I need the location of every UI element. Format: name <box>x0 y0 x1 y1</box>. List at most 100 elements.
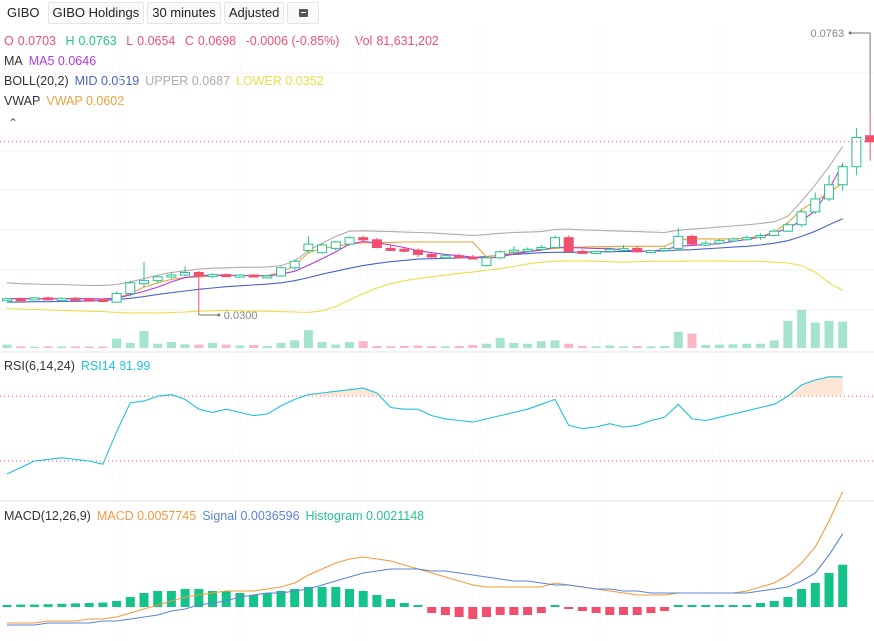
boll-mid-value: MID 0.0519 <box>74 74 140 88</box>
candle-body <box>2 298 12 302</box>
ohlc-legend: O 0.0703 H 0.0763 L 0.0654 C 0.0698 -0.0006 … <box>4 34 445 48</box>
histogram-bar <box>523 607 533 615</box>
signal-value: Signal 0.0036596 <box>202 509 300 523</box>
candle-body <box>84 298 95 302</box>
candle-body <box>755 235 766 239</box>
histogram-bar <box>468 607 478 619</box>
volume-bar <box>591 346 601 348</box>
candle-body <box>687 235 697 245</box>
histogram-bar <box>71 603 80 607</box>
low-label: L <box>126 34 134 48</box>
candle-body <box>536 247 547 251</box>
volume-bar <box>372 345 382 348</box>
high-marker-dot <box>848 31 852 35</box>
candle-body <box>56 297 67 301</box>
histogram-bar <box>495 607 505 615</box>
volume-bar <box>29 346 39 348</box>
candle-body <box>851 136 862 168</box>
ma5-value: MA5 0.0646 <box>28 54 97 68</box>
vwap-line <box>7 182 844 300</box>
volume-bar <box>221 344 231 348</box>
histogram-bar <box>84 603 94 607</box>
rsi-name: RSI(6,14,24) <box>4 359 75 373</box>
rsi14-line <box>6 376 843 475</box>
signal-line <box>7 533 844 626</box>
volume-bar <box>701 344 711 348</box>
volume-bar <box>84 346 94 348</box>
candle-body <box>399 248 410 252</box>
candle-body <box>330 241 341 249</box>
interval-selector[interactable]: 30 minutes <box>147 2 221 24</box>
volume-bar <box>728 344 738 348</box>
histogram-bar <box>139 593 149 607</box>
adjustment-selector[interactable]: Adjusted <box>223 2 285 24</box>
volume-bar <box>550 340 560 348</box>
ma5-line <box>7 163 844 300</box>
histogram-bar <box>440 607 450 615</box>
volume-bar <box>180 344 190 348</box>
candle-body <box>810 198 821 213</box>
volume-bar <box>235 345 245 348</box>
candle-body <box>632 247 643 253</box>
histogram-bar <box>454 607 464 617</box>
candle-body <box>782 224 793 232</box>
symbol-label[interactable]: GIBO <box>7 5 40 20</box>
volume-bar <box>194 344 204 348</box>
candle-body <box>371 239 382 249</box>
histogram-bar <box>262 593 272 607</box>
vwap-legend: VWAP VWAP 0.0602 <box>4 94 130 108</box>
candle-body <box>824 184 834 200</box>
close-value: 0.0698 <box>197 34 237 48</box>
histogram-bar <box>276 591 286 607</box>
volume-bar <box>2 344 12 348</box>
histogram-bar <box>2 605 12 607</box>
candle-body <box>317 244 328 254</box>
histogram-bar <box>180 589 190 607</box>
histogram-bar <box>303 587 313 607</box>
candle-body <box>207 274 218 278</box>
candle-body <box>29 297 40 301</box>
volume-bar <box>71 346 80 348</box>
volume-bar <box>290 340 300 348</box>
table-menu-icon[interactable] <box>287 2 320 24</box>
chart-toolbar: GIBO GIBO Holdings 30 minutes Adjusted <box>2 2 320 24</box>
volume-bar <box>98 346 108 348</box>
rsi-overbought-fill <box>363 388 377 397</box>
candle-body <box>193 271 204 277</box>
vwap-name: VWAP <box>4 94 41 108</box>
collapse-legend-icon[interactable]: ⌃ <box>8 116 19 130</box>
histogram-bar <box>57 603 67 607</box>
volume-bar <box>317 342 327 348</box>
histogram-bar <box>619 607 628 615</box>
candle-body <box>413 249 423 255</box>
candle-body <box>467 256 478 260</box>
histogram-bar <box>331 587 341 607</box>
candle-body <box>796 211 807 226</box>
volume-bar <box>536 341 546 348</box>
close-label: C <box>184 34 194 48</box>
ma-legend: MA MA5 0.0646 <box>4 54 102 68</box>
high-label: H <box>65 34 75 48</box>
macd-value: MACD 0.0057745 <box>96 509 197 523</box>
candle-body <box>70 297 81 301</box>
candle-body <box>673 235 684 249</box>
volume-value: 81,631,202 <box>376 34 439 48</box>
volume-bar <box>427 345 437 348</box>
histogram-bar <box>550 605 560 607</box>
candle-body <box>714 240 725 244</box>
candle-body <box>865 135 874 143</box>
candle-body <box>550 237 560 249</box>
candle-body <box>43 297 54 301</box>
histogram-bar <box>166 591 176 607</box>
histogram-bar <box>646 607 656 613</box>
histogram-bar <box>783 597 793 607</box>
volume-bar <box>125 342 135 348</box>
histogram-bar <box>98 602 108 607</box>
candle-body <box>262 275 273 279</box>
histogram-bar <box>660 607 670 611</box>
company-name[interactable]: GIBO Holdings <box>47 2 145 24</box>
histogram-bar <box>728 605 738 607</box>
candle-body <box>180 271 191 276</box>
candle-body <box>440 255 451 259</box>
